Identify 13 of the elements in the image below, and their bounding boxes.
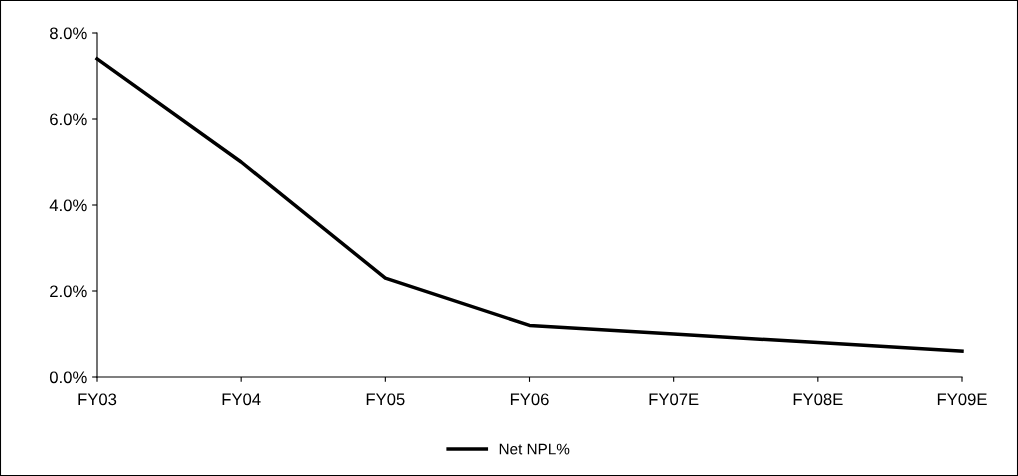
x-tick-label: FY05 xyxy=(366,393,405,406)
legend-label: Net NPL% xyxy=(499,443,570,455)
x-tick-label: FY06 xyxy=(510,393,549,406)
y-tick-label: 6.0% xyxy=(50,113,87,126)
x-tick-label: FY03 xyxy=(78,393,117,406)
x-tick-label: FY04 xyxy=(222,393,261,406)
x-tick-label: FY08E xyxy=(793,393,843,406)
x-tick-label: FY09E xyxy=(937,393,987,406)
x-tick-label: FY07E xyxy=(649,393,699,406)
y-tick-label: 2.0% xyxy=(50,285,87,298)
y-tick-label: 4.0% xyxy=(49,199,87,212)
y-tick-label: 8.0% xyxy=(50,27,87,40)
y-tick-label: 0.0% xyxy=(49,371,87,384)
